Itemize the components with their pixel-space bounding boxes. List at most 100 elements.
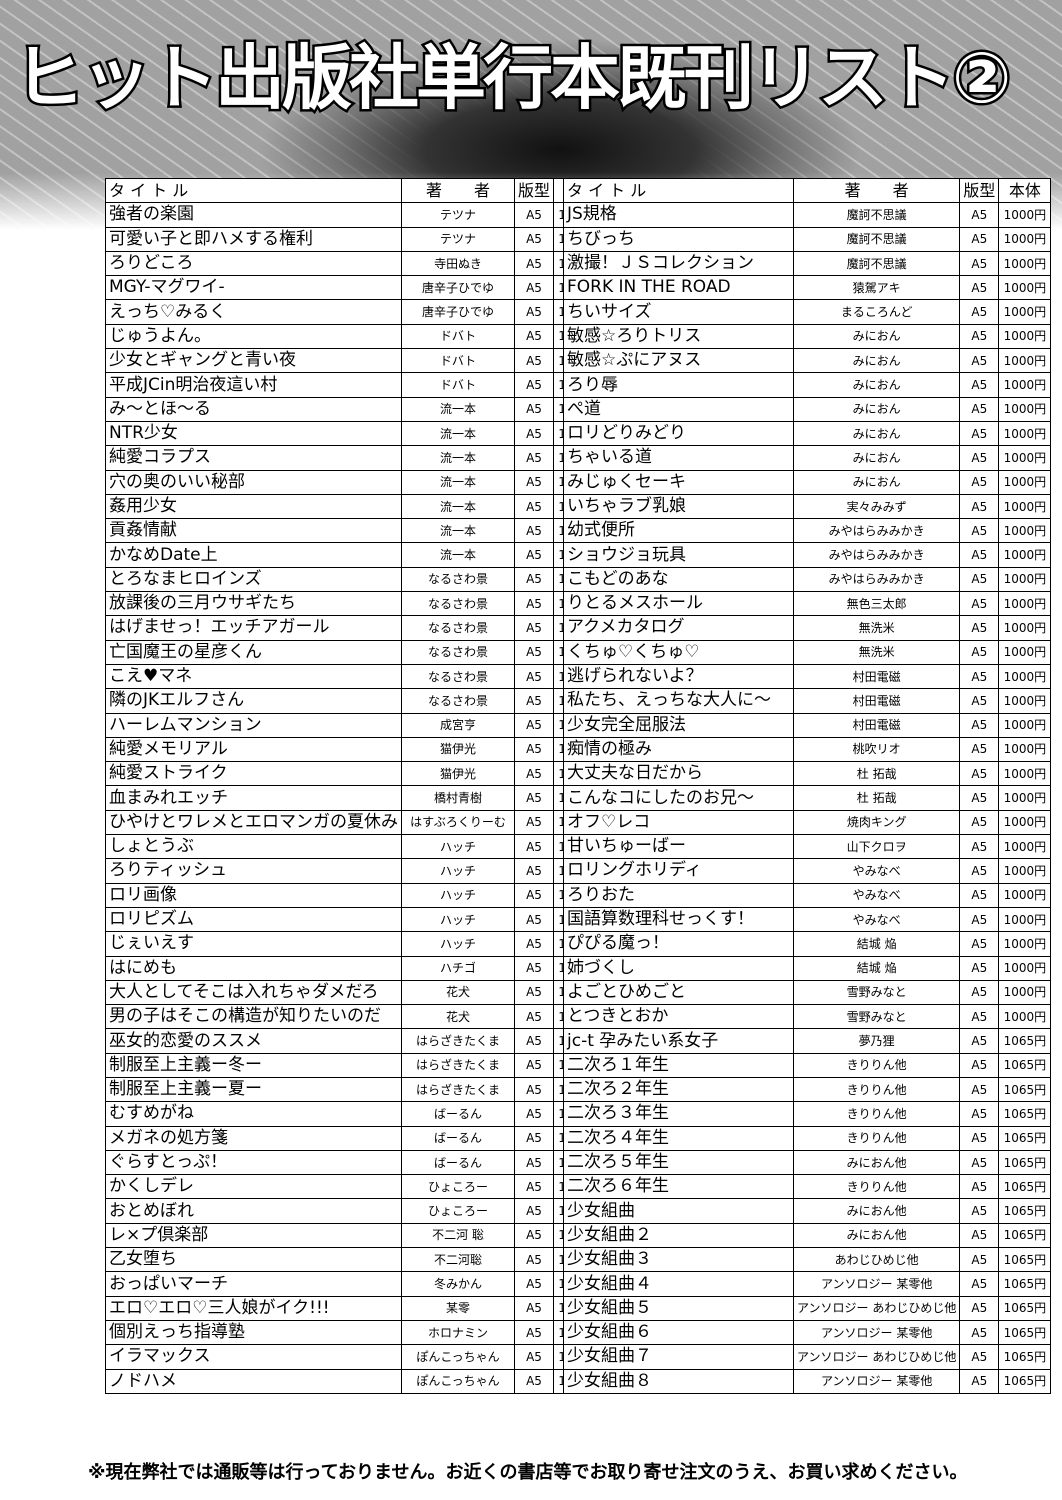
book-row: 制服至上主義ー夏ーはらざきたくまA51111円 [105,1076,607,1103]
format-cell: A5 [513,858,555,884]
format-cell: A5 [513,785,555,811]
price-cell: 1065円 [998,1344,1052,1370]
book-row: 純愛ストライク猫伊光A51000円 [105,761,607,787]
title-cell: 個別えっち指導塾 [105,1319,402,1346]
book-row: むすめがねばーるんA51000円 [105,1101,607,1127]
title-cell: FORK IN THE ROAD [563,275,794,301]
book-row: ロリ画像ハッチA51000円 [105,882,607,908]
book-row: ちびっち 魔訶不思議 A5 1000円 [563,226,1052,252]
book-row: ろり辱 みにおん A5 1000円 [563,372,1052,398]
book-row: 少女組曲２ みにおん他 A5 1065円 [563,1222,1052,1249]
price-cell: 1000円 [998,615,1052,641]
author-cell: 猫伊光 [401,761,515,787]
author-cell: 焼肉キング [792,809,961,836]
title-cell: 制服至上主義ー冬ー [105,1052,402,1078]
title-cell: 大丈夫な日だから [563,761,794,787]
price-cell: 1065円 [998,1198,1052,1224]
title-cell: 少女組曲 [563,1198,794,1224]
book-row: おっぱいマーチ冬みかんA51000円 [105,1271,607,1297]
title-cell: ちびっち [563,226,794,252]
format-cell: A5 [513,323,555,350]
book-row: 少女組曲４ アンソロジー 某零他 A5 1065円 [563,1271,1052,1297]
format-cell: A5 [513,809,555,836]
price-cell: 1000円 [998,809,1052,836]
format-cell: A5 [513,469,555,495]
price-cell: 1065円 [998,1222,1052,1249]
author-cell: はすぶろくりーむ [401,809,515,836]
book-row: アクメカタログ 無洗米 A5 1000円 [563,615,1052,641]
price-cell: 1000円 [998,348,1052,374]
title-cell: 少女組曲７ [563,1344,794,1370]
author-cell: 結城 焔 [792,931,961,957]
book-row: りとるメスホール 無色三太郎 A5 1000円 [563,591,1052,617]
title-cell: みじゅくセーキ [563,469,794,495]
format-cell: A5 [513,591,555,617]
book-row: ぺ道 みにおん A5 1000円 [563,396,1052,422]
title-cell: はげませっ！エッチアガール [105,615,402,641]
author-cell: 桃吹リオ [792,736,961,763]
title-cell: 二次ろ４年生 [563,1125,794,1151]
format-cell: A5 [959,615,1000,641]
title-cell: 二次ろ３年生 [563,1101,794,1127]
price-cell: 1000円 [998,591,1052,617]
author-cell: ばーるん [401,1149,515,1176]
author-cell: 無洗米 [792,615,961,641]
title-cell: ちゃいる道 [563,445,794,471]
book-row: 姦用少女流一本A51000円 [105,493,607,520]
format-cell: A5 [513,348,555,374]
title-cell: こえ♥マネ [105,663,402,690]
title-cell: よごとひめごと [563,979,794,1006]
author-cell: 杜 拓哉 [792,785,961,811]
price-cell: 1065円 [998,1076,1052,1103]
book-row: 少女とギャングと青い夜ドバトA51048円 [105,348,607,374]
title-cell: えっち♡みるく [105,299,402,325]
price-cell: 1000円 [998,566,1052,593]
author-cell: みやはらみみかき [792,566,961,593]
title-cell: 穴の奥のいい秘部 [105,469,402,495]
author-cell: アンソロジー 某零他 [792,1368,961,1394]
column-header: タ イ ト ル [563,177,794,204]
book-row: ハーレムマンション成宮亨A51000円 [105,712,607,738]
price-cell: 1000円 [998,202,1052,228]
format-cell: A5 [513,663,555,690]
title-cell: ぺ道 [563,396,794,422]
title-cell: ろり辱 [563,372,794,398]
book-row: 二次ろ２年生 きりりん他 A5 1065円 [563,1076,1052,1103]
title-cell: 姦用少女 [105,493,402,520]
title-cell: 少女完全屈服法 [563,712,794,738]
price-cell: 1000円 [998,906,1052,933]
author-cell: みにおん他 [792,1222,961,1249]
price-cell: 1065円 [998,1319,1052,1346]
title-cell: くちゅ♡くちゅ♡ [563,639,794,665]
book-row: 少女組曲６ アンソロジー 某零他 A5 1065円 [563,1319,1052,1346]
format-cell: A5 [959,639,1000,665]
author-cell: きりりん他 [792,1052,961,1078]
author-cell: ぽんこっちゃん [401,1344,515,1370]
author-cell: ドバト [401,323,515,350]
author-cell: 実々みみず [792,493,961,520]
book-row: み～とほ～る流一本A51000円 [105,396,607,422]
format-cell: A5 [959,591,1000,617]
author-cell: みやはらみみかき [792,542,961,568]
book-row: 純愛メモリアル猫伊光A51000円 [105,736,607,763]
title-cell: ノドハメ [105,1368,402,1394]
author-cell: なるさわ景 [401,591,515,617]
author-cell: きりりん他 [792,1076,961,1103]
format-cell: A5 [959,1368,1000,1394]
format-cell: A5 [513,372,555,398]
book-row: はにめもハチゴA51000円 [105,955,607,981]
author-cell: 流一本 [401,445,515,471]
title-cell: JS規格 [563,202,794,228]
title-cell: 貢姦情献 [105,518,402,544]
title-cell: 少女組曲８ [563,1368,794,1394]
title-cell: jc-t 孕みたい系女子 [563,1028,794,1054]
format-cell: A5 [513,1344,555,1370]
title-cell: 二次ろ２年生 [563,1076,794,1103]
format-cell: A5 [959,979,1000,1006]
book-row: 隣のJKエルフさんなるさわ景A51000円 [105,688,607,714]
format-cell: A5 [959,785,1000,811]
format-cell: A5 [959,1247,1000,1273]
title-cell: ハーレムマンション [105,712,402,738]
book-row: とつきとおか 雪野みなと A5 1000円 [563,1004,1052,1030]
